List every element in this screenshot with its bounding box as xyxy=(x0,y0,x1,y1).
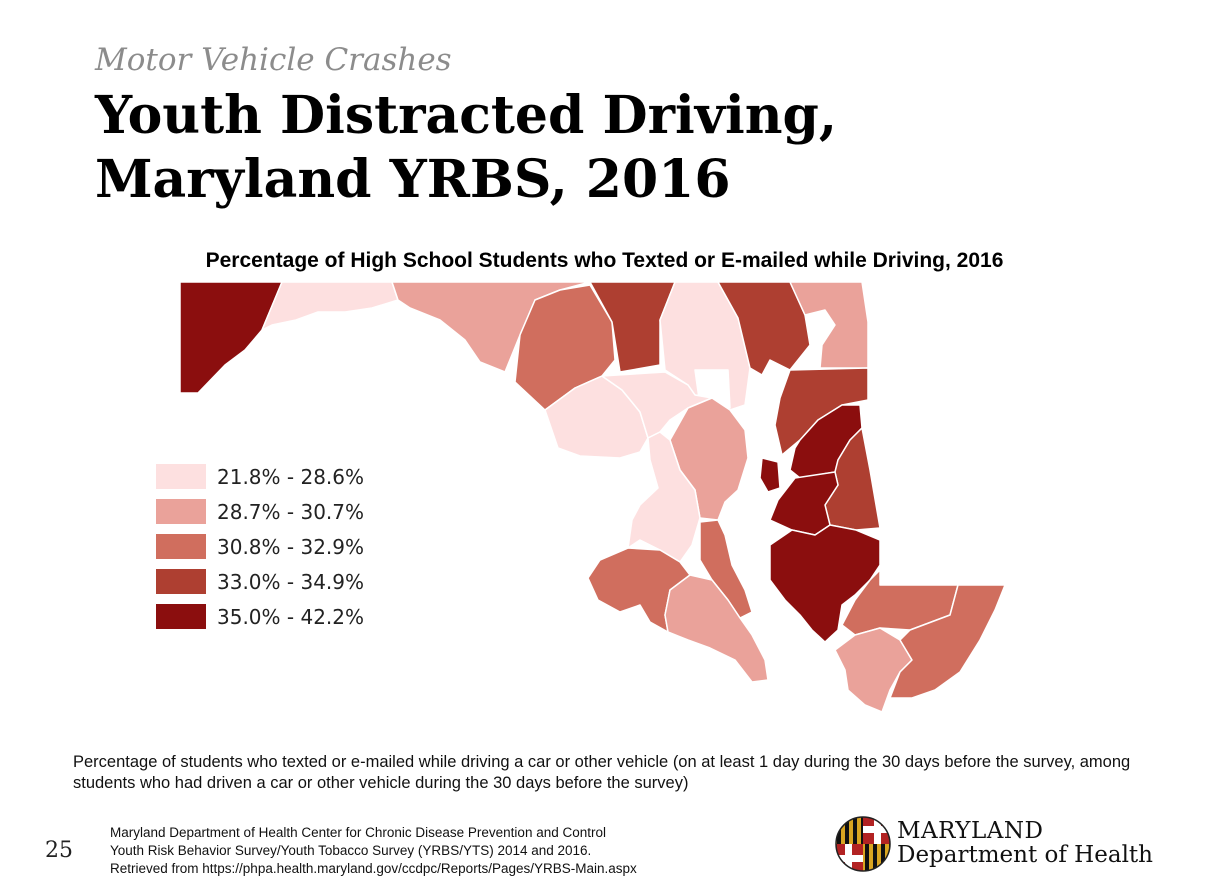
logo-text-maryland: MARYLAND xyxy=(897,818,1044,844)
legend-item: 35.0% - 42.2% xyxy=(156,599,364,634)
maryland-flag-logo-icon xyxy=(835,816,891,872)
map-caption: Percentage of students who texted or e-m… xyxy=(73,753,1131,792)
county-garrett xyxy=(179,281,283,394)
county-calvert xyxy=(699,519,753,619)
map-title: Percentage of High School Students who T… xyxy=(205,249,1004,272)
legend-item: 28.7% - 30.7% xyxy=(156,494,364,529)
legend-swatch xyxy=(156,604,206,629)
county-worcester xyxy=(889,584,1006,699)
map-legend: 21.8% - 28.6% 28.7% - 30.7% 30.8% - 32.9… xyxy=(156,459,364,634)
legend-item: 21.8% - 28.6% xyxy=(156,459,364,494)
county-st-marys xyxy=(664,574,769,683)
county-dorchester xyxy=(769,524,881,643)
county-somerset xyxy=(834,627,913,713)
county-cecil xyxy=(789,281,869,369)
legend-swatch xyxy=(156,499,206,524)
legend-item: 30.8% - 32.9% xyxy=(156,529,364,564)
section-subtitle: Motor Vehicle Crashes xyxy=(95,42,452,78)
slide-title: Youth Distracted Driving, Maryland YRBS,… xyxy=(95,84,837,212)
source-line-3: Retrieved from https://phpa.health.maryl… xyxy=(110,861,637,876)
source-line-2: Youth Risk Behavior Survey/Youth Tobacco… xyxy=(110,843,592,858)
legend-label: 28.7% - 30.7% xyxy=(217,499,365,524)
legend-label: 21.8% - 28.6% xyxy=(217,464,365,489)
legend-swatch xyxy=(156,534,206,559)
page-number: 25 xyxy=(45,838,73,863)
legend-swatch xyxy=(156,464,206,489)
legend-swatch xyxy=(156,569,206,594)
county-kent-island xyxy=(759,457,781,493)
county-howard xyxy=(601,371,713,439)
county-allegany xyxy=(261,281,399,331)
legend-label: 35.0% - 42.2% xyxy=(217,604,365,629)
source-citation: Maryland Department of Health Center for… xyxy=(110,824,637,878)
legend-label: 30.8% - 32.9% xyxy=(217,534,365,559)
slide-title-line1: Youth Distracted Driving, xyxy=(95,85,837,146)
slide-title-line2: Maryland YRBS, 2016 xyxy=(95,149,731,210)
county-charles xyxy=(587,547,691,633)
logo-text-department: Department of Health xyxy=(897,842,1153,868)
source-line-1: Maryland Department of Health Center for… xyxy=(110,825,606,840)
legend-label: 33.0% - 34.9% xyxy=(217,569,365,594)
legend-item: 33.0% - 34.9% xyxy=(156,564,364,599)
